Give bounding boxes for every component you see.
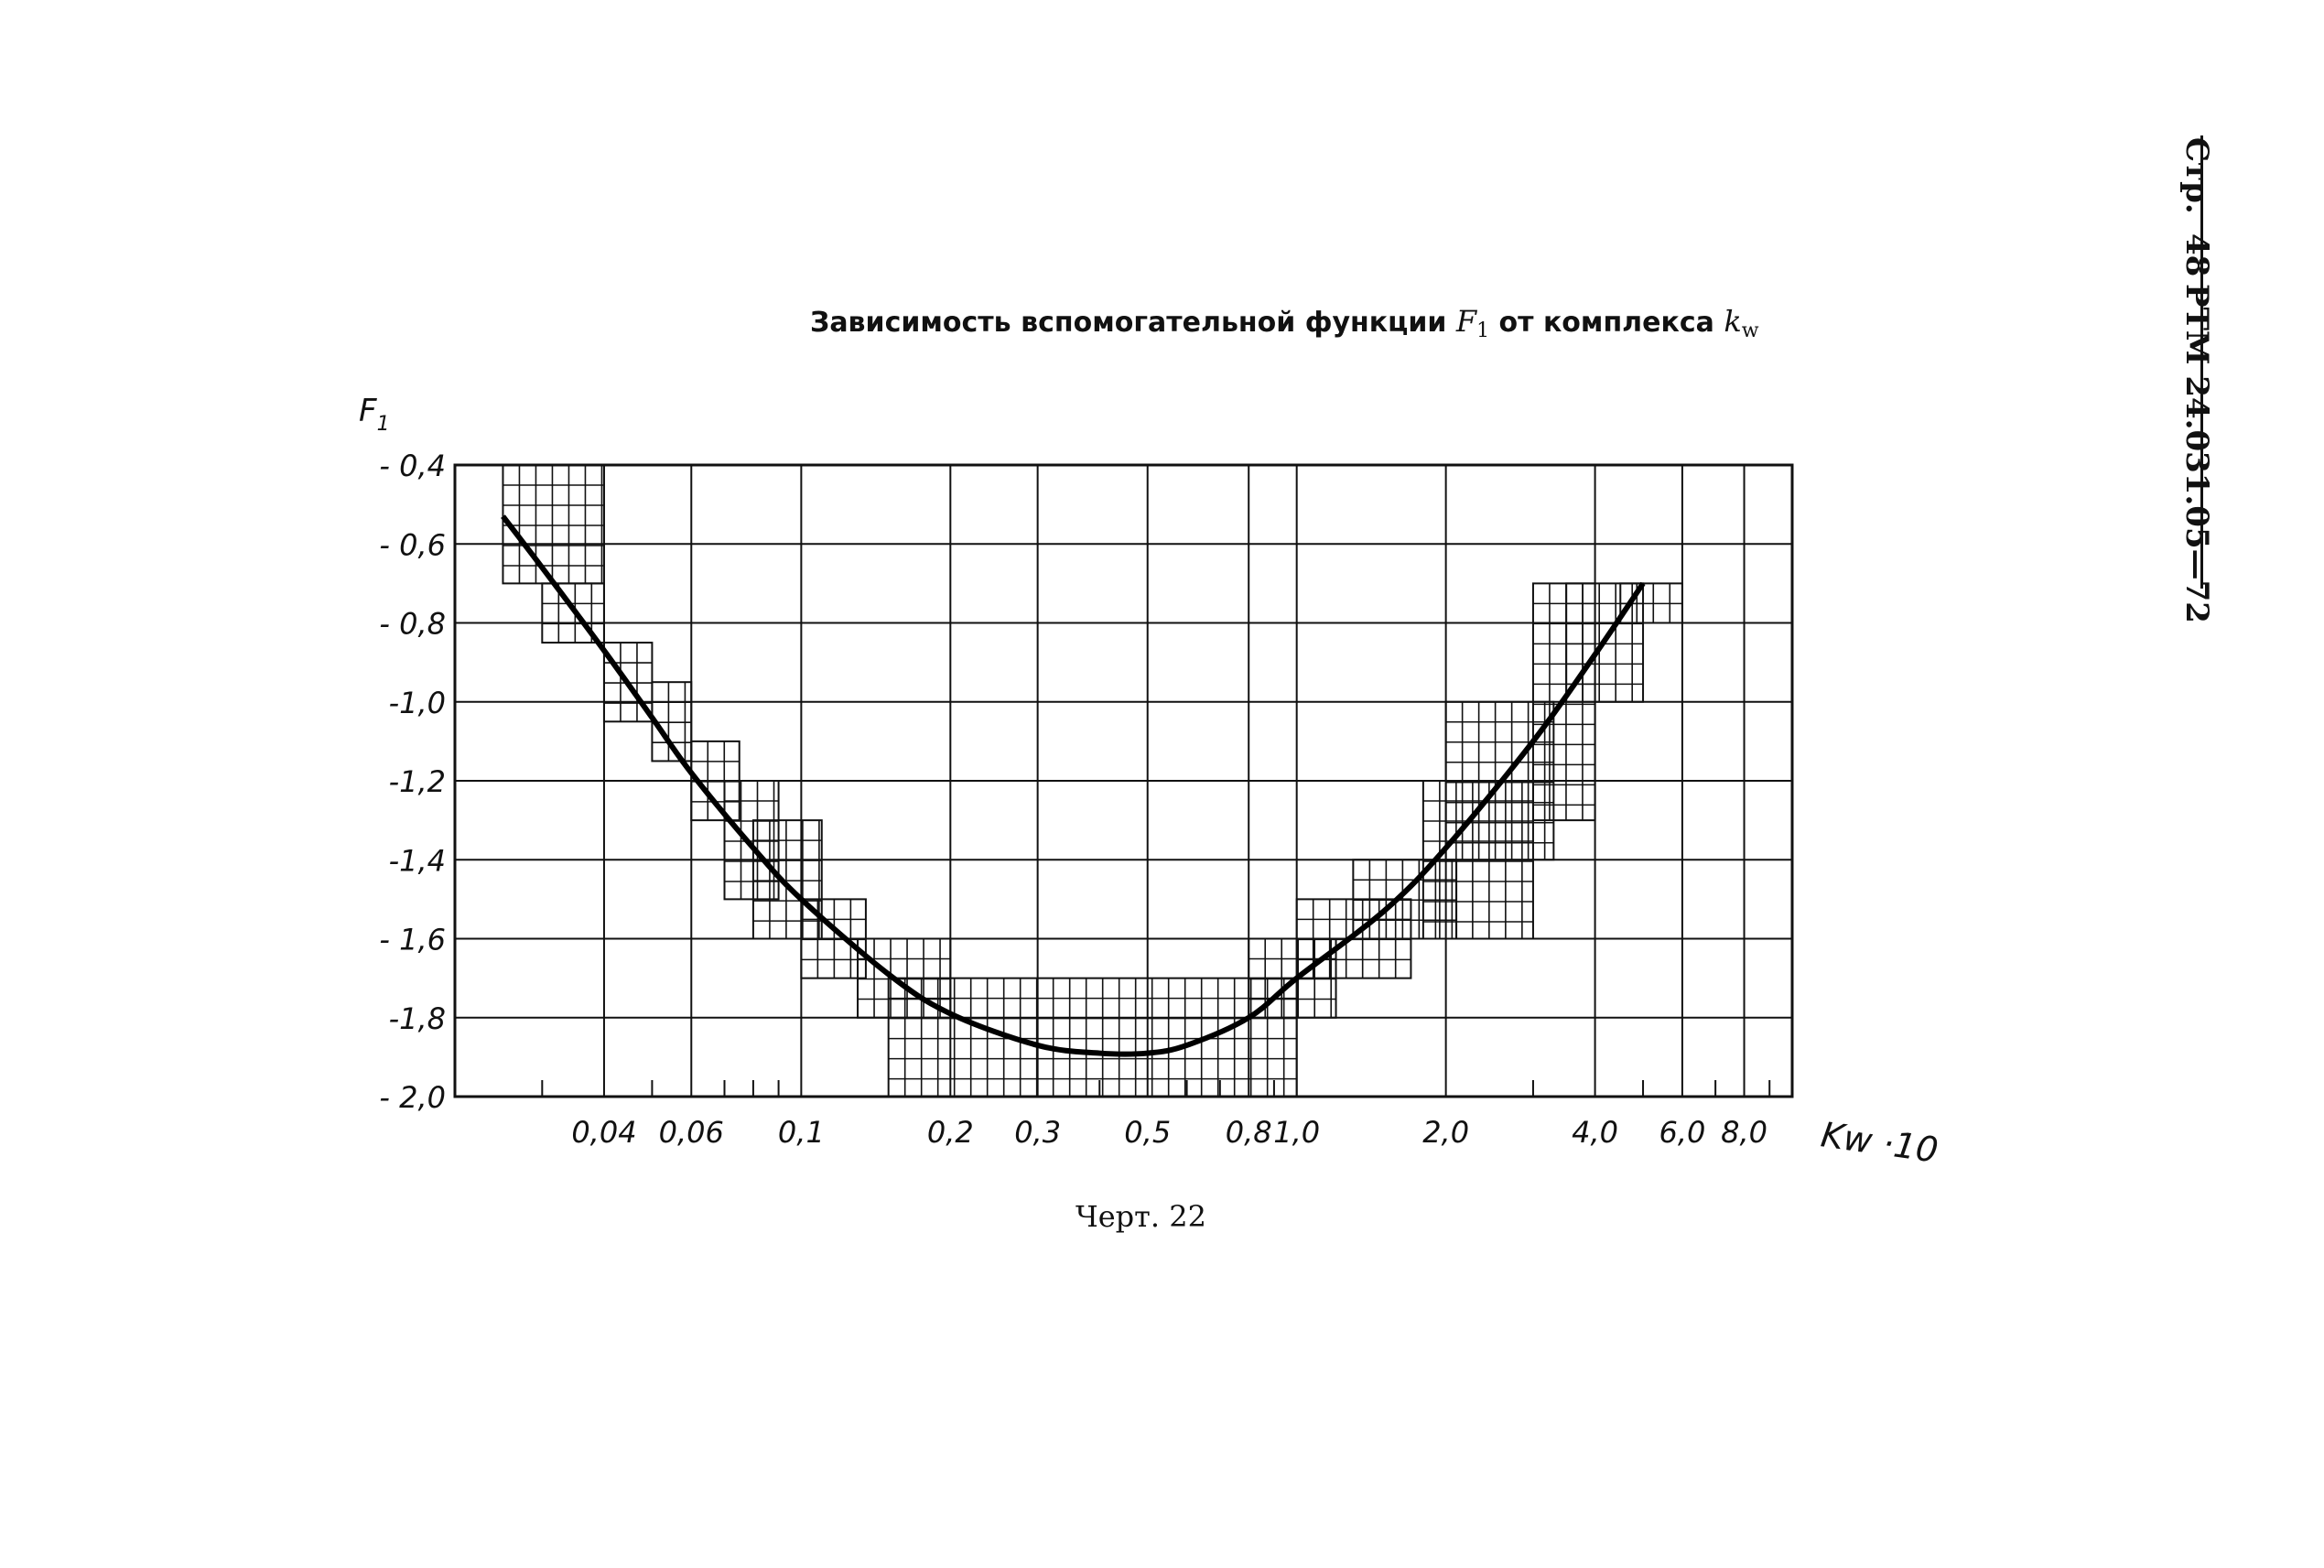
chart-series xyxy=(501,514,1646,1057)
title-middle: от комплекса xyxy=(1489,307,1724,339)
x-tick-label: 0,1 xyxy=(778,1115,825,1150)
x-tick-label: 6,0 xyxy=(1659,1115,1705,1150)
y-tick-label: -1,8 xyxy=(389,1001,446,1036)
chart-title: Зависимость вспомогательной функции F1 о… xyxy=(810,304,1759,342)
title-function-symbol: F1 xyxy=(1455,304,1490,342)
x-tick-label: 0,2 xyxy=(927,1115,974,1150)
scale-band xyxy=(751,819,823,940)
y-tick-label: - 0,4 xyxy=(379,449,446,483)
x-axis-label: Kw ·10 xyxy=(1819,1114,1940,1170)
x-tick-label: 8,0 xyxy=(1721,1115,1767,1150)
x-tick-label: 0,04 xyxy=(571,1115,636,1150)
title-argument-symbol: kw xyxy=(1724,304,1759,342)
y-tick-label: -1,2 xyxy=(389,764,446,799)
chart-ticks: - 0,4 - 0,6 - 0,8 -1,0 -1,2 -1,4 - 1,6 -1,8 - 2,… xyxy=(379,449,1767,1150)
header-rule xyxy=(2200,135,2203,589)
y-tick-label: -1,4 xyxy=(389,843,446,878)
y-tick-label: - 2,0 xyxy=(379,1080,446,1115)
x-tick-label: 1,0 xyxy=(1273,1115,1320,1150)
figure-caption: Черт. 22 xyxy=(1076,1199,1206,1234)
y-axis-label: F1 xyxy=(359,393,390,436)
x-tick-label: 4,0 xyxy=(1572,1115,1618,1150)
y-tick-label: - 1,6 xyxy=(379,923,446,957)
chart-grid xyxy=(453,463,1794,1098)
x-tick-label: 2,0 xyxy=(1422,1115,1469,1150)
x-tick-label: 0,5 xyxy=(1124,1115,1171,1150)
scale-band xyxy=(502,464,605,585)
y-axis-label-subscript: 1 xyxy=(377,413,390,436)
y-tick-label: - 0,8 xyxy=(379,607,446,642)
x-tick-label: 0,3 xyxy=(1014,1115,1061,1150)
y-tick-label: - 0,6 xyxy=(379,527,446,562)
y-tick-label: -1,0 xyxy=(389,686,446,720)
title-prefix: Зависимость вспомогательной функции xyxy=(810,307,1456,339)
x-tick-label: 0,06 xyxy=(659,1115,724,1150)
x-tick-label: 0,8 xyxy=(1226,1115,1272,1150)
series-line xyxy=(501,514,1646,1057)
